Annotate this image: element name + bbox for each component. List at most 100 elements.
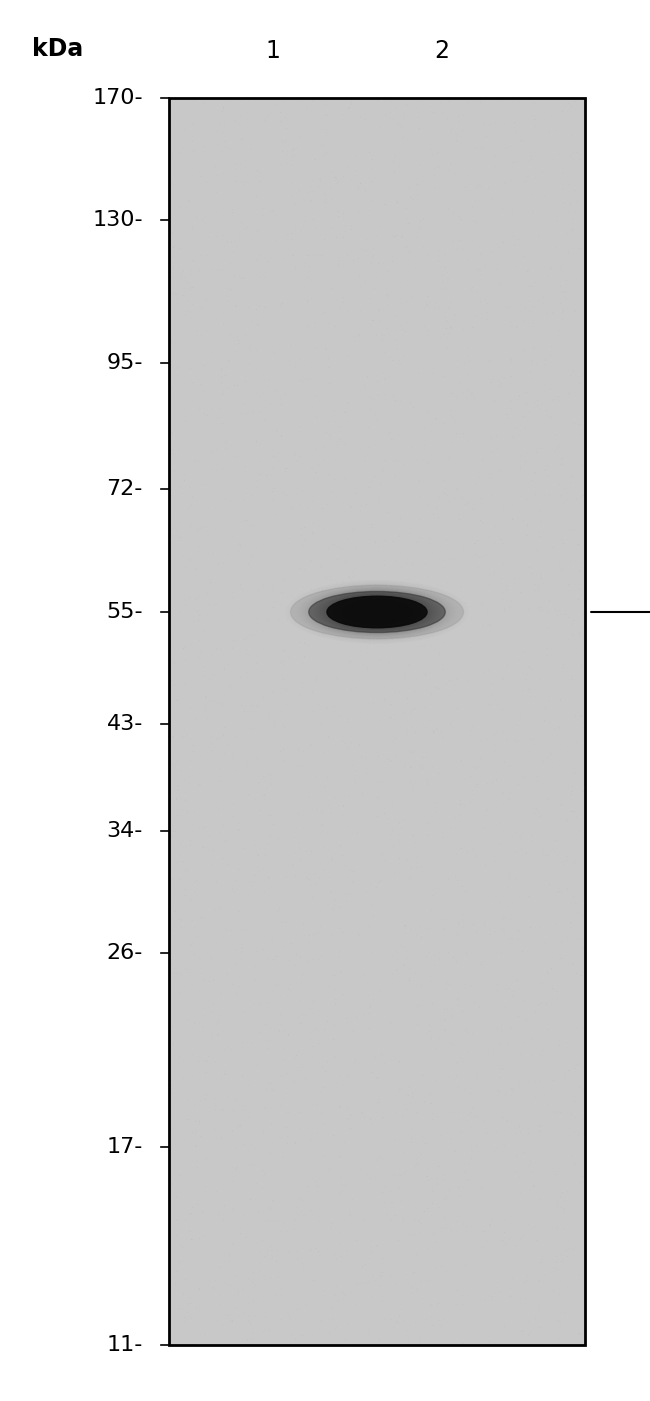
Point	[512, 1160, 522, 1182]
Point	[413, 363, 424, 385]
Point	[346, 713, 356, 736]
Point	[203, 936, 213, 958]
Point	[286, 146, 296, 168]
Point	[370, 1167, 381, 1189]
Point	[505, 1175, 515, 1198]
Point	[328, 806, 339, 828]
Point	[245, 941, 255, 964]
Point	[304, 158, 315, 181]
Point	[370, 1091, 381, 1114]
Point	[345, 446, 356, 468]
Point	[390, 97, 400, 119]
Point	[217, 773, 228, 796]
Point	[434, 157, 444, 179]
Point	[523, 772, 533, 794]
Point	[328, 590, 338, 612]
Point	[452, 479, 463, 502]
Point	[376, 472, 386, 495]
Point	[199, 1293, 209, 1316]
Point	[536, 636, 547, 658]
Point	[453, 988, 463, 1010]
Point	[558, 298, 568, 321]
Point	[469, 338, 479, 360]
Point	[174, 345, 185, 367]
Point	[380, 1191, 390, 1213]
Point	[311, 217, 322, 240]
Point	[276, 744, 287, 766]
Point	[562, 555, 573, 577]
Point	[439, 1206, 450, 1229]
Point	[264, 611, 274, 633]
Point	[429, 1066, 439, 1089]
Point	[535, 500, 545, 523]
Point	[561, 1252, 571, 1275]
Point	[317, 832, 328, 855]
Point	[186, 368, 196, 391]
Point	[419, 410, 430, 433]
Point	[404, 1208, 415, 1230]
Point	[164, 120, 175, 143]
Point	[387, 251, 398, 273]
Point	[302, 368, 313, 391]
Point	[379, 1017, 389, 1040]
Point	[265, 368, 275, 391]
Point	[261, 787, 271, 810]
Point	[317, 801, 327, 824]
Point	[312, 856, 322, 878]
Point	[564, 573, 574, 595]
Point	[552, 881, 562, 904]
Point	[540, 698, 551, 720]
Point	[530, 270, 541, 293]
Point	[577, 486, 587, 509]
Point	[576, 559, 586, 581]
Point	[439, 992, 450, 1014]
Point	[180, 710, 190, 733]
Point	[435, 322, 445, 345]
Point	[349, 1026, 359, 1048]
Point	[320, 92, 331, 115]
Point	[268, 925, 279, 947]
Point	[308, 1026, 318, 1048]
Point	[261, 698, 272, 720]
Point	[292, 385, 303, 408]
Point	[350, 268, 360, 290]
Point	[411, 1191, 421, 1213]
Point	[421, 1192, 431, 1215]
Point	[346, 92, 356, 115]
Point	[222, 750, 233, 772]
Point	[434, 762, 444, 785]
Point	[515, 1041, 526, 1063]
Point	[164, 502, 175, 524]
Point	[321, 399, 332, 422]
Point	[410, 1091, 420, 1114]
Point	[166, 95, 176, 118]
Point	[457, 1047, 467, 1069]
Point	[425, 1083, 436, 1105]
Point	[252, 644, 262, 667]
Point	[525, 1166, 535, 1188]
Point	[559, 646, 569, 668]
Point	[463, 670, 473, 692]
Point	[233, 112, 244, 134]
Point	[453, 1024, 463, 1047]
Point	[498, 1309, 508, 1331]
Point	[304, 863, 315, 885]
Point	[170, 672, 180, 695]
Point	[339, 923, 350, 946]
Point	[489, 611, 499, 633]
Point	[307, 692, 317, 715]
Point	[356, 439, 366, 461]
Point	[488, 531, 499, 553]
Point	[357, 516, 367, 538]
Point	[491, 343, 502, 366]
Point	[398, 539, 408, 562]
Point	[385, 925, 396, 947]
Point	[200, 664, 210, 686]
Point	[172, 346, 182, 368]
Point	[236, 947, 246, 969]
Point	[456, 930, 467, 953]
Point	[311, 667, 322, 689]
Point	[552, 87, 562, 109]
Point	[192, 708, 202, 730]
Point	[230, 157, 240, 179]
